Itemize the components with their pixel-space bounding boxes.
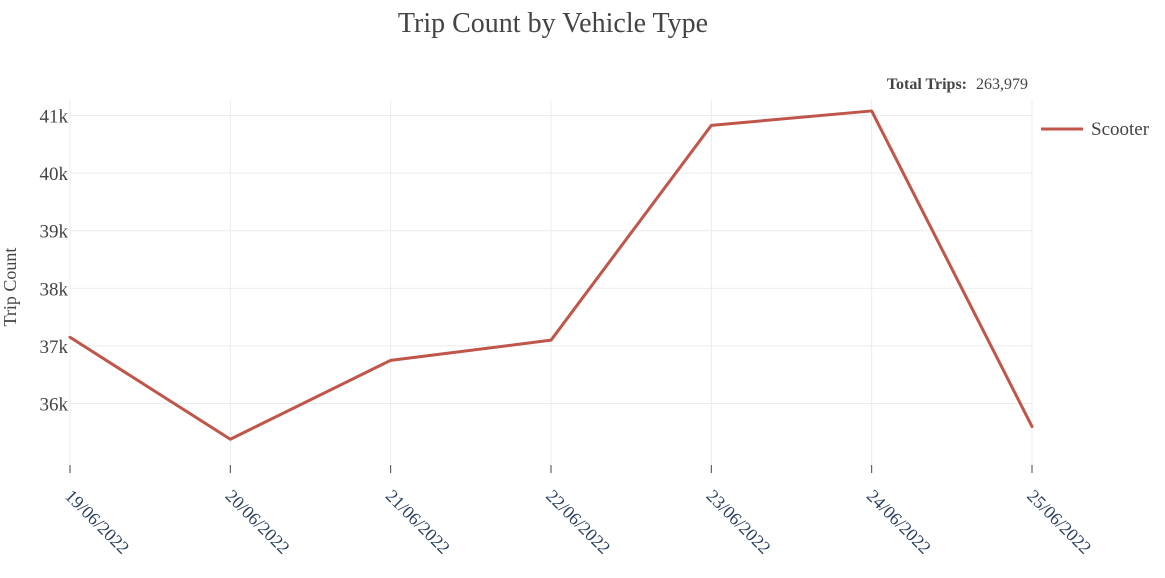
axis-layer: 19/06/2022 20/06/2022 21/06/2022 22/06/2022… [40, 107, 1096, 558]
chart-title: Trip Count by Vehicle Type [398, 8, 708, 39]
x-tick-label: 19/06/2022 [61, 486, 133, 558]
grid-layer [69, 100, 1033, 464]
series-layer [66, 107, 1036, 443]
x-tick-label: 24/06/2022 [863, 486, 935, 558]
x-tick-label: 23/06/2022 [703, 486, 775, 558]
total-trips-value: 263,979 [976, 76, 1028, 93]
y-tick-label: 37k [40, 337, 69, 358]
total-trips-label: Total Trips: [887, 76, 967, 93]
y-axis-label: Trip Count [0, 248, 20, 327]
x-tick-label: 22/06/2022 [542, 486, 614, 558]
legend-label-scooter: Scooter [1091, 119, 1150, 140]
x-tick-label: 21/06/2022 [382, 486, 454, 558]
data-point[interactable] [547, 336, 555, 344]
y-tick-label: 41k [40, 107, 69, 128]
data-point[interactable] [707, 121, 715, 129]
data-point[interactable] [226, 435, 234, 443]
y-tick-label: 40k [40, 164, 69, 185]
y-tick-label: 39k [40, 222, 69, 243]
data-point[interactable] [868, 107, 876, 115]
x-tick-label: 20/06/2022 [222, 486, 294, 558]
total-trips-annotation: Total Trips: 263,979 [887, 76, 1028, 93]
data-point[interactable] [1028, 423, 1036, 431]
data-point[interactable] [66, 333, 74, 341]
x-tick-label: 25/06/2022 [1023, 486, 1095, 558]
y-tick-label: 38k [40, 279, 69, 300]
series-line-scooter[interactable] [68, 109, 1034, 441]
legend[interactable]: Scooter [1041, 119, 1150, 140]
data-point[interactable] [387, 356, 395, 364]
y-tick-label: 36k [40, 395, 69, 416]
